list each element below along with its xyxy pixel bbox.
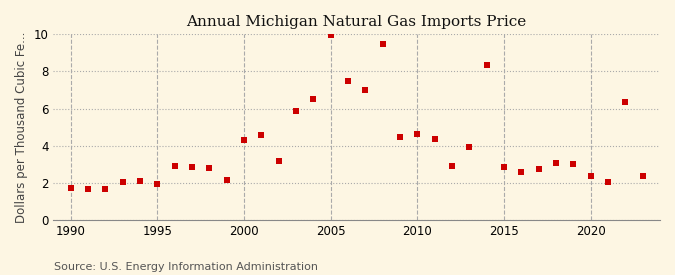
Point xyxy=(568,162,578,167)
Point xyxy=(134,179,145,183)
Point xyxy=(447,164,458,169)
Point xyxy=(481,63,492,67)
Point xyxy=(256,133,267,137)
Point xyxy=(290,108,301,113)
Point xyxy=(637,174,648,179)
Point xyxy=(152,182,163,186)
Point xyxy=(308,97,319,101)
Point xyxy=(100,187,111,192)
Point xyxy=(377,42,388,46)
Point xyxy=(273,158,284,163)
Point xyxy=(499,165,510,169)
Title: Annual Michigan Natural Gas Imports Price: Annual Michigan Natural Gas Imports Pric… xyxy=(186,15,526,29)
Point xyxy=(343,79,354,83)
Point xyxy=(117,180,128,184)
Y-axis label: Dollars per Thousand Cubic Fe...: Dollars per Thousand Cubic Fe... xyxy=(15,32,28,223)
Point xyxy=(551,160,562,165)
Point xyxy=(464,145,475,149)
Point xyxy=(603,180,614,184)
Point xyxy=(585,174,596,179)
Text: Source: U.S. Energy Information Administration: Source: U.S. Energy Information Administ… xyxy=(54,262,318,272)
Point xyxy=(238,138,249,142)
Point xyxy=(620,100,630,104)
Point xyxy=(325,33,336,37)
Point xyxy=(429,137,440,142)
Point xyxy=(82,187,93,192)
Point xyxy=(204,166,215,170)
Point xyxy=(360,88,371,92)
Point xyxy=(533,167,544,171)
Point xyxy=(412,131,423,136)
Point xyxy=(186,165,197,169)
Point xyxy=(169,164,180,169)
Point xyxy=(65,185,76,190)
Point xyxy=(395,134,406,139)
Point xyxy=(516,170,526,174)
Point xyxy=(221,178,232,182)
